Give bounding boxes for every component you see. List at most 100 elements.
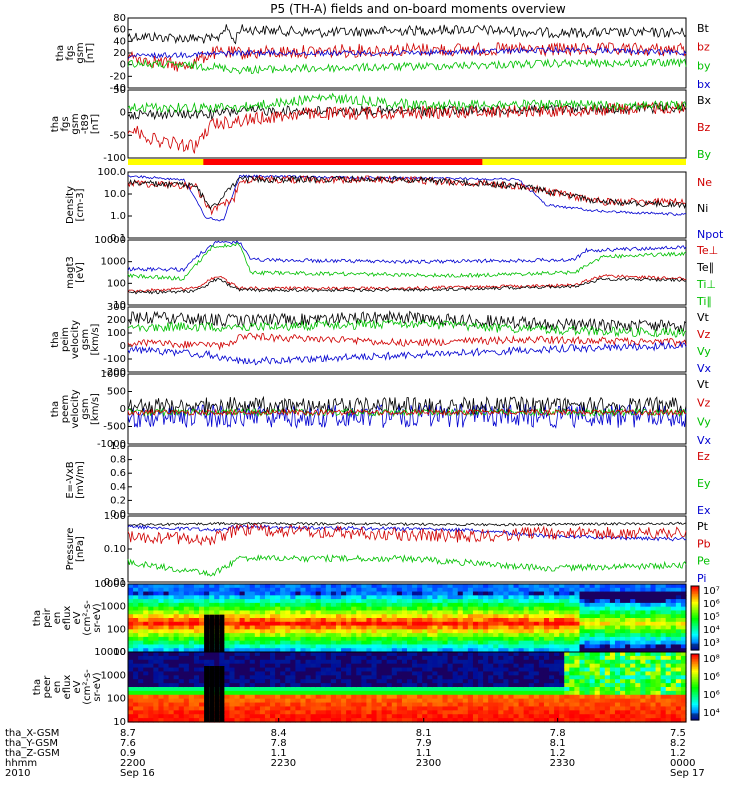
heatmap-cell [620, 606, 626, 612]
heatmap-cell [310, 648, 317, 653]
heatmap-cell [143, 599, 149, 604]
heatmap-cell [346, 687, 352, 692]
heatmap-cell [346, 683, 352, 688]
heatmap-cell [376, 706, 383, 711]
heatmap-cell [199, 690, 205, 696]
heatmap-cell [188, 675, 195, 680]
heatmap-cell [244, 655, 251, 661]
heatmap-cell [594, 667, 601, 673]
heatmap-cell [168, 629, 175, 634]
heatmap-cell [498, 675, 504, 680]
heatmap-cell [508, 618, 515, 623]
heatmap-cell [498, 610, 504, 615]
heatmap-cell [437, 652, 444, 657]
heatmap-cell [462, 614, 469, 619]
heatmap-cell [462, 629, 469, 634]
heatmap-cell [589, 679, 596, 684]
heatmap-cell [549, 614, 555, 619]
heatmap-cell [427, 606, 433, 612]
heatmap-cell [234, 655, 241, 661]
heatmap-cell [472, 698, 479, 704]
heatmap-cell [579, 599, 586, 604]
heatmap-cell [254, 655, 261, 661]
heatmap-cell [559, 702, 565, 708]
heatmap-cell [295, 687, 302, 692]
heatmap-cell [259, 667, 266, 673]
heatmap-cell [153, 591, 160, 596]
heatmap-cell [599, 690, 606, 696]
heatmap-cell [447, 687, 454, 692]
heatmap-cell [351, 652, 357, 657]
heatmap-cell [538, 625, 545, 630]
heatmap-cell [386, 714, 393, 719]
heatmap-cell [518, 644, 525, 649]
heatmap-cell [549, 652, 555, 657]
heatmap-cell [412, 652, 418, 657]
heatmap-cell [407, 702, 413, 708]
heatmap-cell [280, 710, 286, 715]
heatmap-cell [229, 599, 236, 604]
heatmap-cell [407, 618, 413, 623]
heatmap-cell [589, 694, 596, 700]
heatmap-cell [493, 702, 499, 708]
heatmap-cell [655, 655, 662, 661]
heatmap-cell [660, 667, 667, 673]
heatmap-cell [386, 706, 393, 711]
heatmap-cell [361, 690, 368, 696]
heatmap-cell [300, 679, 307, 684]
heatmap-cell [381, 595, 388, 600]
heatmap-cell [376, 659, 383, 665]
heatmap-cell [422, 710, 428, 715]
heatmap-cell [229, 690, 236, 696]
heatmap-cell [432, 614, 439, 619]
heatmap-cell [584, 614, 591, 619]
heatmap-cell [270, 694, 276, 700]
heatmap-cell [381, 667, 388, 673]
heatmap-cell [574, 710, 581, 715]
heatmap-cell [457, 714, 464, 719]
y-tick-label: 10000 [94, 647, 126, 658]
heatmap-cell [138, 659, 144, 665]
heatmap-cell [320, 618, 327, 623]
heatmap-cell [472, 706, 479, 711]
heatmap-cell [467, 629, 474, 634]
heatmap-cell [214, 610, 220, 615]
heatmap-cell [401, 671, 408, 676]
heatmap-cell [310, 587, 317, 593]
heatmap-cell [680, 625, 687, 630]
heatmap-cell [574, 629, 581, 634]
heatmap-cell [290, 706, 296, 711]
heatmap-cell [579, 602, 586, 608]
y-tick-label: 0 [120, 108, 126, 119]
heatmap-cell [493, 655, 499, 661]
heatmap-cell [305, 718, 312, 723]
heatmap-cell [229, 584, 236, 589]
heatmap-cell [680, 698, 687, 704]
heatmap-cell [569, 718, 575, 723]
heatmap-cell [625, 584, 631, 589]
heatmap-cell [645, 595, 652, 600]
heatmap-cell [285, 633, 291, 638]
heatmap-cell [330, 687, 337, 692]
heatmap-cell [584, 644, 591, 649]
heatmap-cell [432, 584, 439, 589]
heatmap-cell [224, 655, 231, 661]
heatmap-cell [594, 652, 601, 657]
heatmap-cell [462, 655, 469, 661]
heatmap-cell [341, 621, 347, 627]
heatmap-cell [543, 655, 550, 661]
y-tick-label: 0.0 [110, 509, 126, 520]
heatmap-cell [660, 663, 667, 669]
heatmap-cell [422, 675, 428, 680]
heatmap-cell [523, 690, 530, 696]
heatmap-cell [148, 663, 154, 669]
heatmap-cell [498, 591, 504, 596]
heatmap-cell [412, 698, 418, 704]
heatmap-cell [285, 636, 291, 642]
heatmap-cell [604, 663, 611, 669]
heatmap-cell [229, 610, 236, 615]
heatmap-cell [341, 652, 347, 657]
colorbar-swatch [691, 677, 699, 680]
heatmap-cell [168, 655, 175, 661]
heatmap-cell [335, 655, 342, 661]
